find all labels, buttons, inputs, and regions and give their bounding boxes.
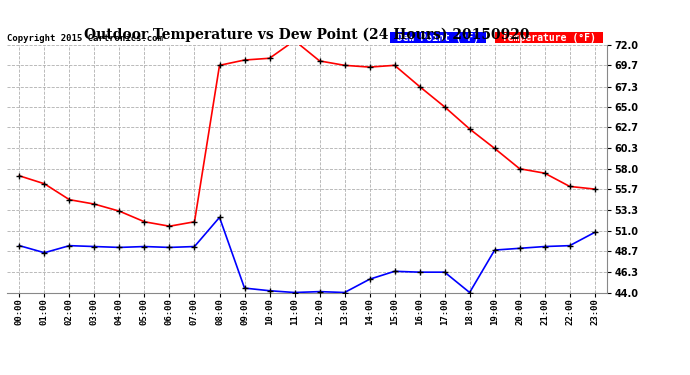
Text: Dew Point (°F): Dew Point (°F) [391,33,485,42]
Title: Outdoor Temperature vs Dew Point (24 Hours) 20150920: Outdoor Temperature vs Dew Point (24 Hou… [84,28,530,42]
Text: Temperature (°F): Temperature (°F) [496,33,602,42]
Text: Copyright 2015 Cartronics.com: Copyright 2015 Cartronics.com [7,33,163,42]
